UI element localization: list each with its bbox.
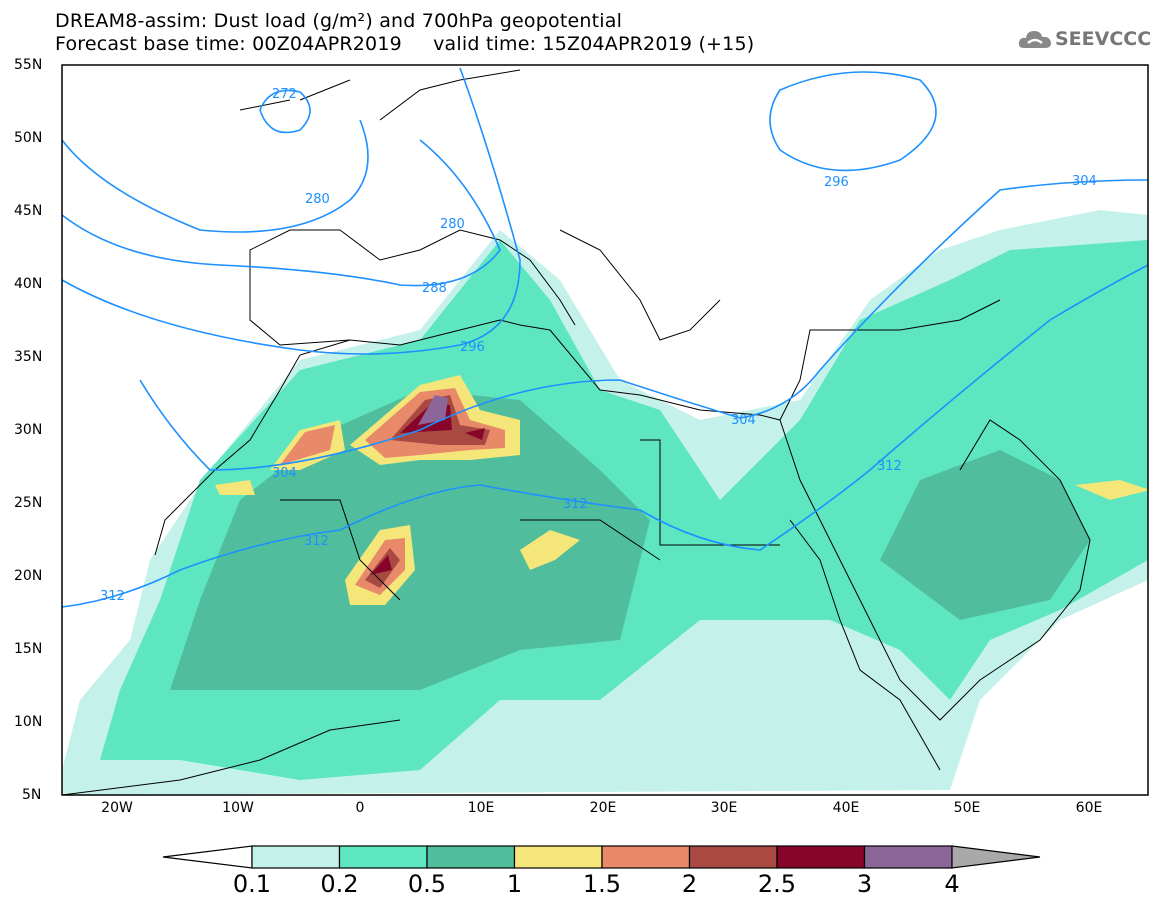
lat-label: 30N (14, 422, 43, 438)
lat-label: 40N (14, 276, 43, 292)
forecast-times: Forecast base time: 00Z04APR2019 valid t… (55, 33, 755, 55)
colorbar (162, 845, 1041, 869)
seevccc-logo: SEEVCCC (1018, 28, 1151, 50)
lat-label: 5N (22, 787, 42, 803)
coastlines (61, 69, 1091, 796)
lon-label: 10E (467, 800, 495, 816)
colorbar-swatch (601, 845, 691, 869)
colorbar-label: 0.5 (407, 870, 447, 898)
lon-label: 20E (589, 800, 617, 816)
svg-text:296: 296 (824, 175, 849, 190)
svg-text:304: 304 (731, 413, 756, 428)
colorbar-label: 0.1 (232, 870, 272, 898)
lon-label: 60E (1075, 800, 1103, 816)
colorbar-swatch (776, 845, 866, 869)
svg-text:288: 288 (422, 281, 447, 296)
colorbar-label: 4 (944, 870, 960, 898)
colorbar-label: 3 (856, 870, 873, 898)
lat-label: 35N (14, 349, 43, 365)
lat-label: 50N (14, 130, 43, 146)
contour-labels: 272 280 280 288 296 296 304 304 304 312 … (100, 87, 1097, 604)
lon-label: 50E (953, 800, 981, 816)
lon-label: 0 (355, 800, 365, 816)
dust-field (62, 210, 1150, 795)
contour-312 (61, 264, 1149, 608)
colorbar-swatch (513, 845, 603, 869)
svg-text:280: 280 (305, 192, 330, 207)
colorbar-label: 2 (681, 870, 698, 898)
colorbar-label: 2.5 (757, 870, 797, 898)
lat-label: 15N (14, 641, 43, 657)
colorbar-swatch (251, 845, 341, 869)
contour-296 (61, 67, 521, 355)
lat-label: 55N (14, 57, 43, 73)
svg-text:312: 312 (304, 534, 329, 549)
lon-label: 20W (101, 800, 133, 816)
contour-280 (61, 119, 369, 233)
lon-label: 30E (710, 800, 738, 816)
colorbar-label: 1.5 (582, 870, 622, 898)
colorbar-swatch (338, 845, 428, 869)
svg-text:272: 272 (272, 87, 297, 102)
colorbar-label: 0.2 (320, 870, 359, 898)
lat-label: 45N (14, 203, 43, 219)
svg-text:296: 296 (460, 340, 485, 355)
contour-272 (259, 89, 311, 134)
lat-label: 25N (14, 495, 43, 511)
colorbar-swatch (688, 845, 778, 869)
contour-296-east (769, 71, 937, 172)
colorbar-swatch (426, 845, 516, 869)
dust-level-0.5 (880, 450, 1090, 620)
colorbar-label: 1 (506, 870, 523, 898)
contour-288 (61, 139, 501, 287)
svg-text:280: 280 (440, 217, 465, 232)
lat-label: 10N (14, 714, 43, 730)
svg-text:304: 304 (272, 466, 297, 481)
geopotential-contours (61, 67, 1149, 608)
cloud-icon (1018, 31, 1051, 48)
contour-304 (139, 179, 1149, 471)
svg-text:312: 312 (563, 497, 588, 512)
lat-label: 20N (14, 568, 43, 584)
svg-text:312: 312 (100, 589, 125, 604)
lon-label: 40E (832, 800, 860, 816)
map-frame (61, 64, 1149, 796)
colorbar-swatch (863, 845, 953, 869)
logo-text: SEEVCCC (1055, 28, 1152, 50)
colorbar-over (951, 845, 1041, 869)
svg-text:304: 304 (1072, 174, 1097, 189)
dust-level-3 (418, 395, 448, 425)
map-title: DREAM8-assim: Dust load (g/m²) and 700hP… (55, 10, 623, 32)
dust-level-2 (365, 395, 490, 588)
svg-text:312: 312 (877, 459, 902, 474)
lon-label: 10W (222, 800, 254, 816)
colorbar-under (162, 845, 253, 869)
